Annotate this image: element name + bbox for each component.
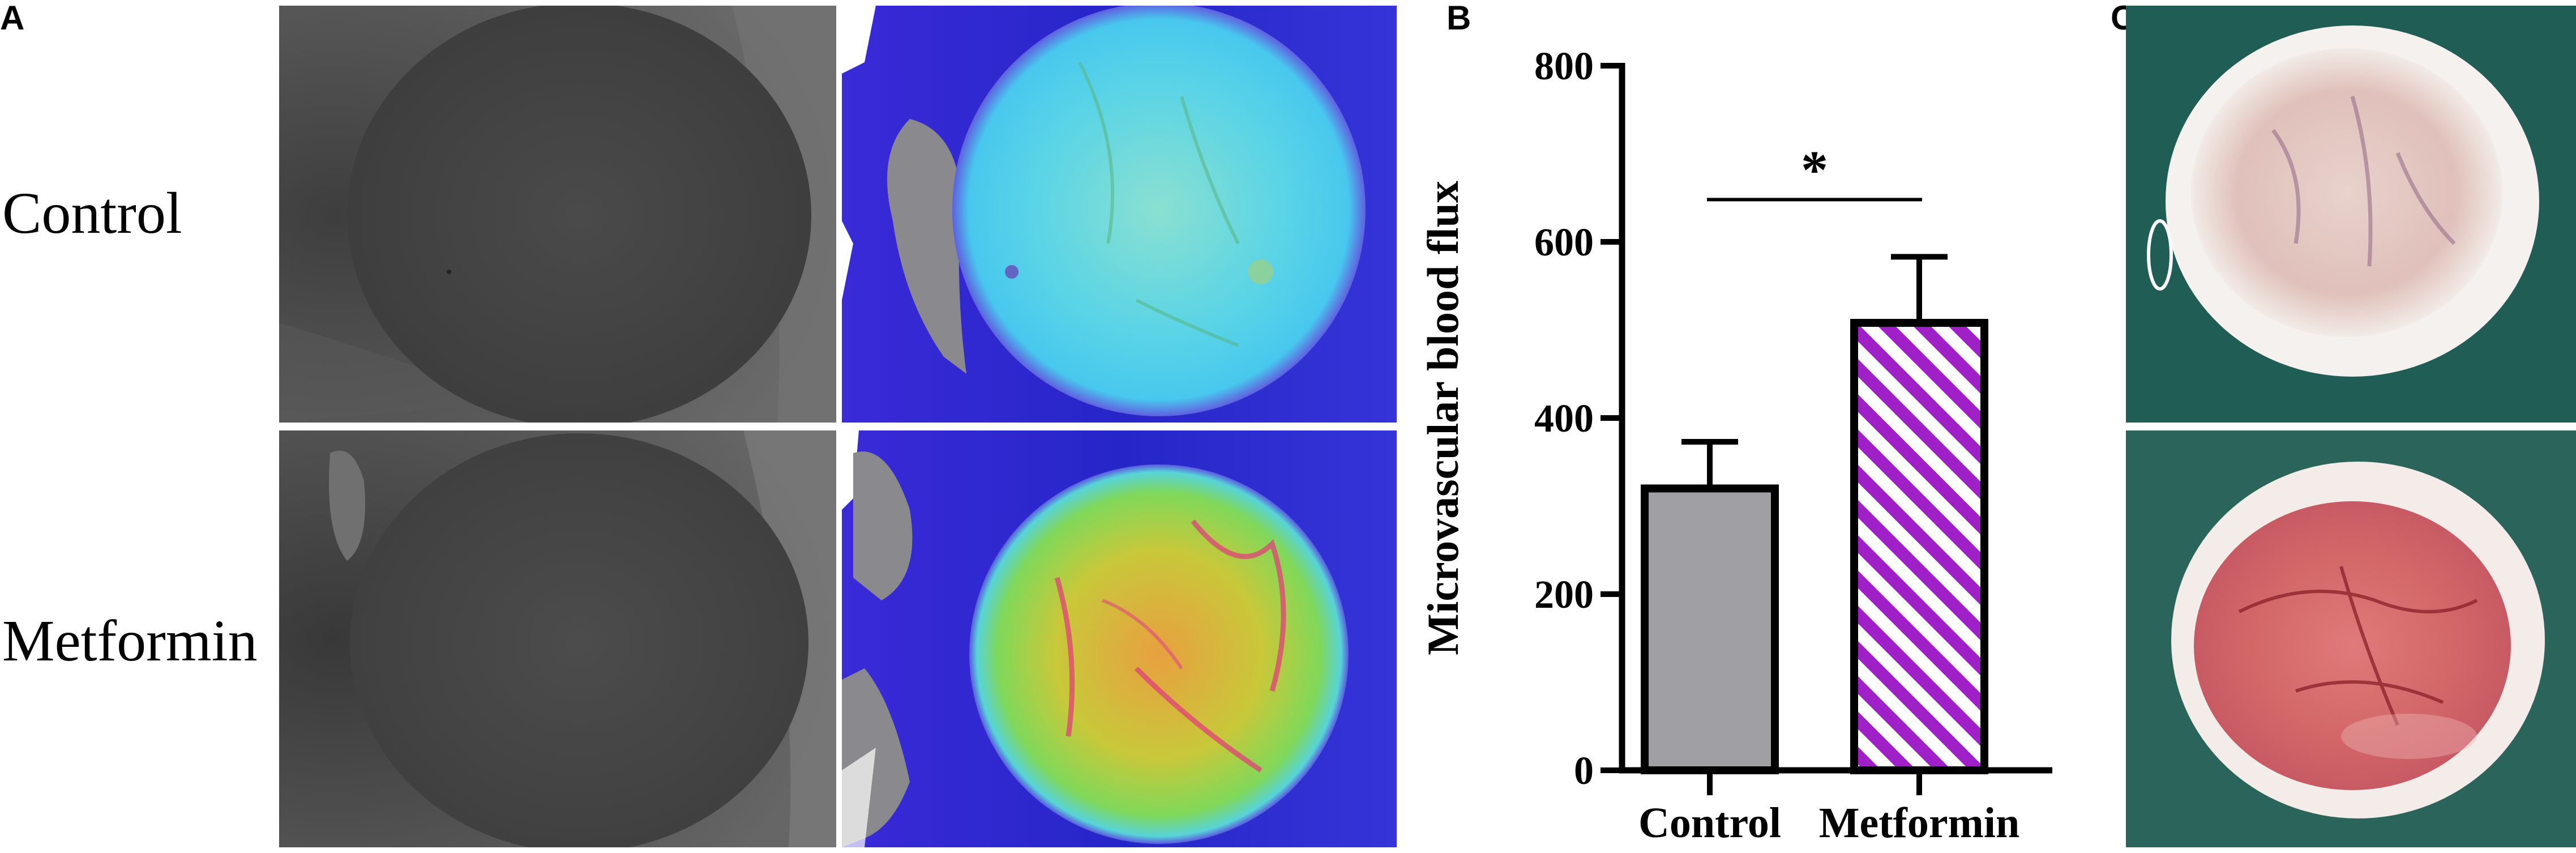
grayscale-photo-metformin <box>279 430 836 847</box>
perfusion-map-control <box>842 6 1397 423</box>
grayscale-photo-control <box>279 6 836 423</box>
perfusion-map-metformin <box>842 430 1397 847</box>
y-axis-title: Microvascular blood flux <box>1418 181 1467 655</box>
tissue-photo-metformin <box>2126 430 2576 847</box>
y-tick-label: 0 <box>1574 749 1594 793</box>
panel-letter-b: B <box>1447 0 1471 37</box>
bar-chart: 0 200 400 600 800 Microvascular blood flux Con… <box>1418 45 2052 847</box>
bar-metformin <box>1850 319 1988 774</box>
bar-control <box>1641 484 1779 775</box>
x-tick-label-metformin: Metformin <box>1819 799 2020 847</box>
row-label-control: Control <box>2 181 182 246</box>
y-tick-label: 800 <box>1534 45 1594 88</box>
y-tick-label: 600 <box>1534 221 1594 265</box>
significance-marker: * <box>1801 139 1828 200</box>
row-label-metformin: Metformin <box>2 608 258 673</box>
y-tick-label: 200 <box>1534 573 1594 617</box>
y-tick-label: 400 <box>1534 397 1594 441</box>
x-tick-label-control: Control <box>1638 799 1781 847</box>
panel-letter-a: A <box>0 0 25 37</box>
tissue-photo-control <box>2126 6 2576 423</box>
